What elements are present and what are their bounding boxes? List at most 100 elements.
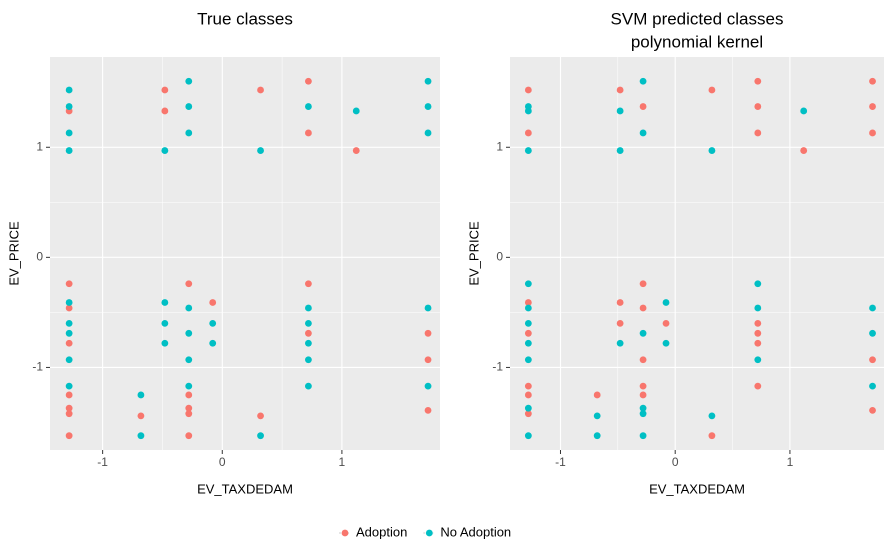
point <box>305 103 312 110</box>
point <box>65 129 73 137</box>
point <box>800 107 808 115</box>
point <box>639 391 647 399</box>
point <box>65 86 73 94</box>
point <box>524 404 532 412</box>
point <box>424 382 432 390</box>
point <box>524 356 532 364</box>
point <box>754 280 762 288</box>
point <box>593 391 601 399</box>
point <box>65 329 73 337</box>
point <box>305 77 312 85</box>
point <box>424 304 432 312</box>
point <box>616 107 624 115</box>
point <box>209 299 217 306</box>
point <box>161 147 169 154</box>
point <box>639 280 647 288</box>
point <box>65 147 73 154</box>
point <box>616 339 624 347</box>
point <box>305 304 312 312</box>
point <box>65 404 73 412</box>
point <box>708 86 716 94</box>
point <box>869 103 876 110</box>
point <box>161 107 169 115</box>
y-tick-label: 0 <box>36 250 43 264</box>
point <box>352 147 360 154</box>
point <box>754 382 762 390</box>
point <box>65 432 73 440</box>
point <box>185 391 193 399</box>
point <box>524 329 532 337</box>
point <box>662 299 670 306</box>
point <box>161 339 169 347</box>
y-tick-label: -1 <box>32 360 43 374</box>
point <box>305 320 312 327</box>
point <box>869 304 876 312</box>
point <box>616 147 624 154</box>
point <box>424 77 432 85</box>
point <box>639 356 647 364</box>
point <box>209 339 217 347</box>
point <box>257 86 264 94</box>
point <box>708 147 716 154</box>
point <box>161 86 169 94</box>
point <box>639 103 647 110</box>
point <box>869 406 876 414</box>
point <box>424 329 432 337</box>
legend-label: Adoption <box>356 524 407 539</box>
point <box>524 86 532 94</box>
point <box>754 77 762 85</box>
point <box>209 320 217 327</box>
point <box>524 107 532 115</box>
point <box>524 129 532 137</box>
point <box>257 147 264 154</box>
point <box>185 280 193 288</box>
point <box>754 129 762 137</box>
point <box>639 404 647 412</box>
point <box>65 410 73 418</box>
point <box>754 304 762 312</box>
point <box>185 77 193 85</box>
point <box>305 382 312 390</box>
point <box>257 432 264 440</box>
point <box>185 432 193 440</box>
point <box>305 280 312 288</box>
point <box>639 382 647 390</box>
point <box>616 86 624 94</box>
point <box>639 77 647 85</box>
point <box>305 339 312 347</box>
point <box>65 280 73 288</box>
point <box>593 432 601 440</box>
legend-label: No Adoption <box>440 524 511 539</box>
point <box>161 320 169 327</box>
point <box>161 299 169 306</box>
y-tick-label: 0 <box>496 250 503 264</box>
point <box>708 412 716 420</box>
point <box>754 103 762 110</box>
point <box>65 320 73 327</box>
point <box>593 412 601 420</box>
point <box>185 410 193 418</box>
point <box>639 129 647 137</box>
panel-background <box>510 57 884 450</box>
panel-background <box>50 57 440 450</box>
x-tick-label: -1 <box>555 455 566 469</box>
point <box>662 339 670 347</box>
point <box>639 410 647 418</box>
point <box>185 382 193 390</box>
point <box>185 103 193 110</box>
point <box>639 329 647 337</box>
point <box>524 147 532 154</box>
point <box>524 391 532 399</box>
point <box>424 103 432 110</box>
point <box>754 356 762 364</box>
point <box>800 147 808 154</box>
chart-subtitle: polynomial kernel <box>631 32 763 51</box>
point <box>185 329 193 337</box>
point <box>424 129 432 137</box>
y-tick-label: 1 <box>496 139 503 153</box>
point <box>65 304 73 312</box>
point <box>524 299 532 306</box>
point <box>639 432 647 440</box>
chart-title: True classes <box>197 9 293 28</box>
point <box>754 329 762 337</box>
